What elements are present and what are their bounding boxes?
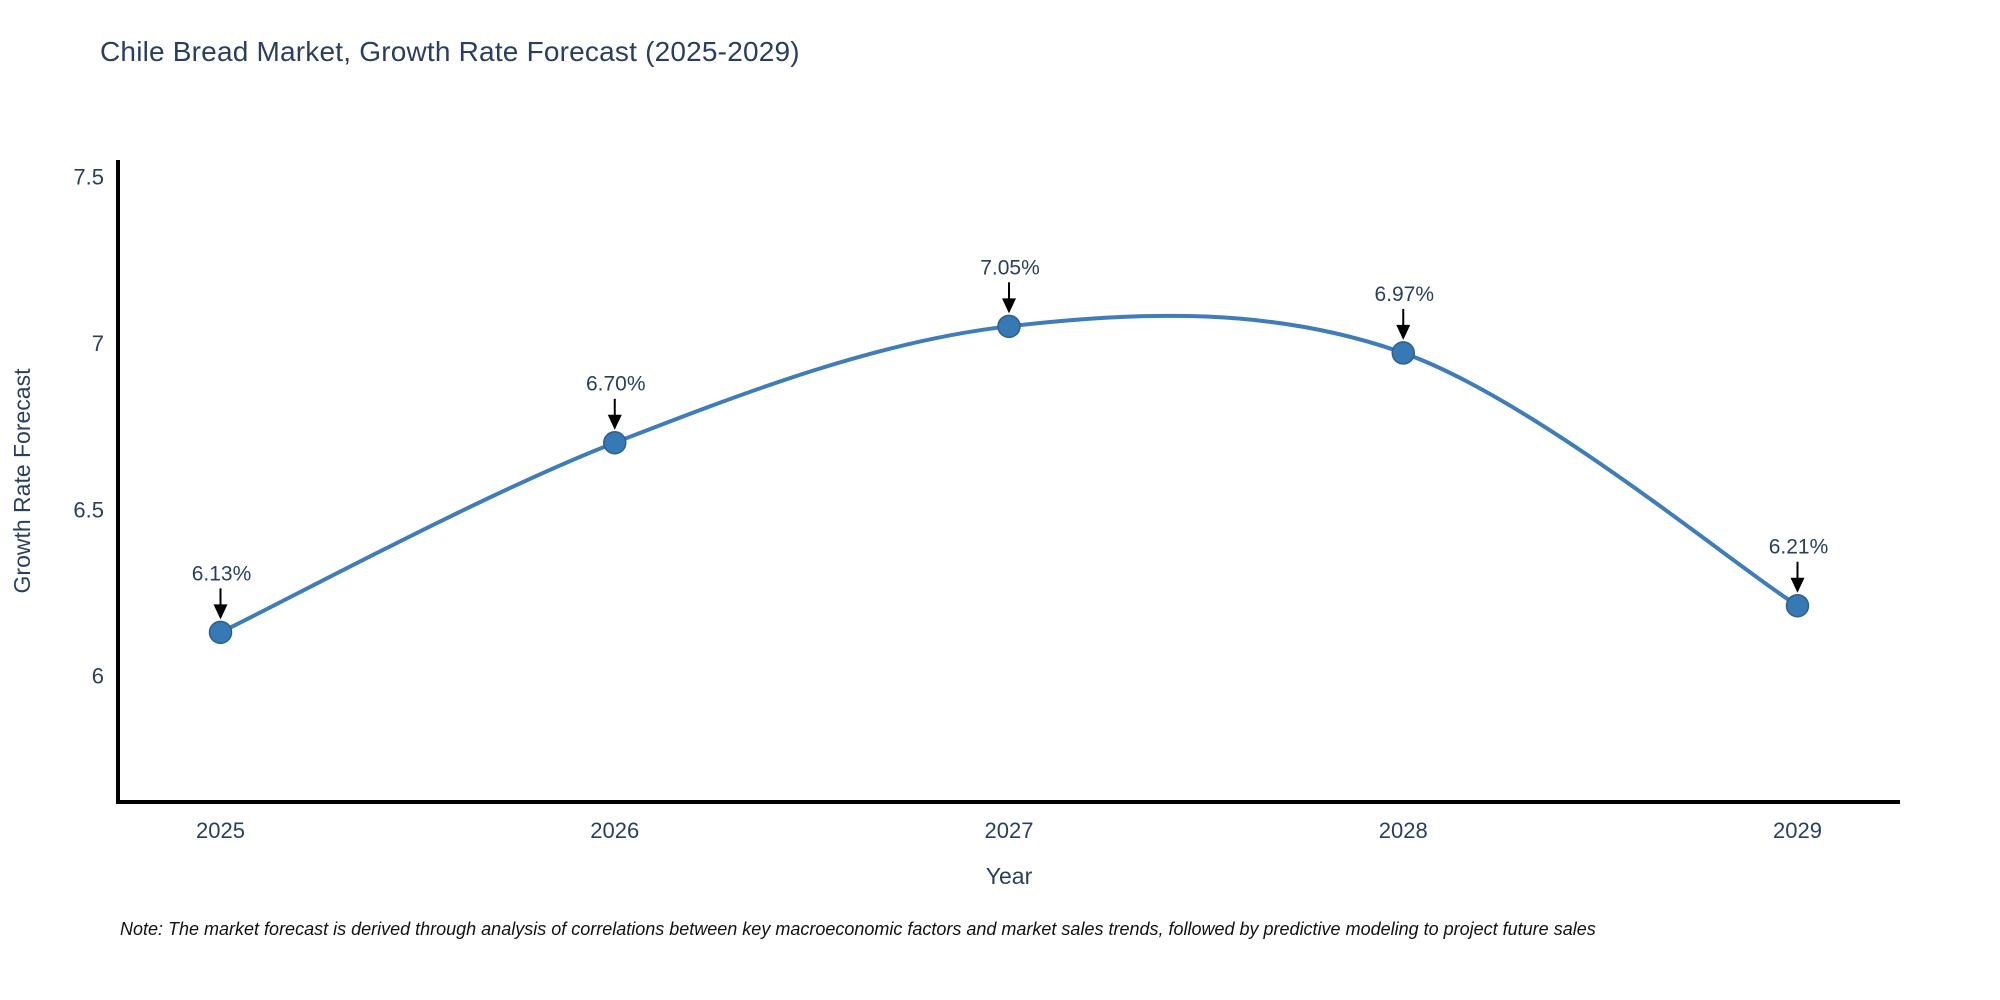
chart-footnote: Note: The market forecast is derived thr…: [120, 919, 1596, 939]
annotation-arrow-head: [213, 604, 228, 620]
data-point-2027: [997, 314, 1021, 339]
y-tick-label: 6.5: [73, 497, 104, 522]
y-axis-title: Growth Rate Forecast: [9, 368, 35, 594]
annotation-label-2029: 6.21%: [1769, 536, 1829, 559]
chart-title: Chile Bread Market, Growth Rate Forecast…: [100, 36, 800, 67]
x-tick-label: 2025: [196, 818, 245, 843]
annotation-label-2028: 6.97%: [1374, 283, 1434, 306]
annotation-arrow-head: [607, 414, 622, 430]
y-tick-label: 7: [92, 331, 104, 356]
annotation-arrow-head: [1396, 324, 1411, 340]
y-tick-label: 7.5: [73, 165, 104, 190]
annotation-label-2026: 6.70%: [586, 373, 646, 396]
x-tick-label: 2029: [1773, 818, 1822, 843]
annotation-arrow-head: [1790, 577, 1805, 593]
data-point-2029: [1785, 593, 1810, 618]
x-tick-label: 2028: [1379, 818, 1428, 843]
data-point-2026: [603, 430, 627, 455]
data-point-2025: [208, 620, 233, 645]
annotation-label-2027: 7.05%: [980, 256, 1040, 279]
annotation-arrow-head: [1002, 298, 1016, 314]
x-axis-title: Year: [986, 863, 1033, 889]
annotation-label-2025: 6.13%: [192, 562, 252, 585]
data-point-2028: [1391, 341, 1415, 365]
forecast-curve: [218, 313, 1800, 635]
y-tick-label: 6: [92, 664, 104, 689]
x-tick-label: 2027: [985, 818, 1034, 843]
x-tick-label: 2026: [590, 818, 639, 843]
